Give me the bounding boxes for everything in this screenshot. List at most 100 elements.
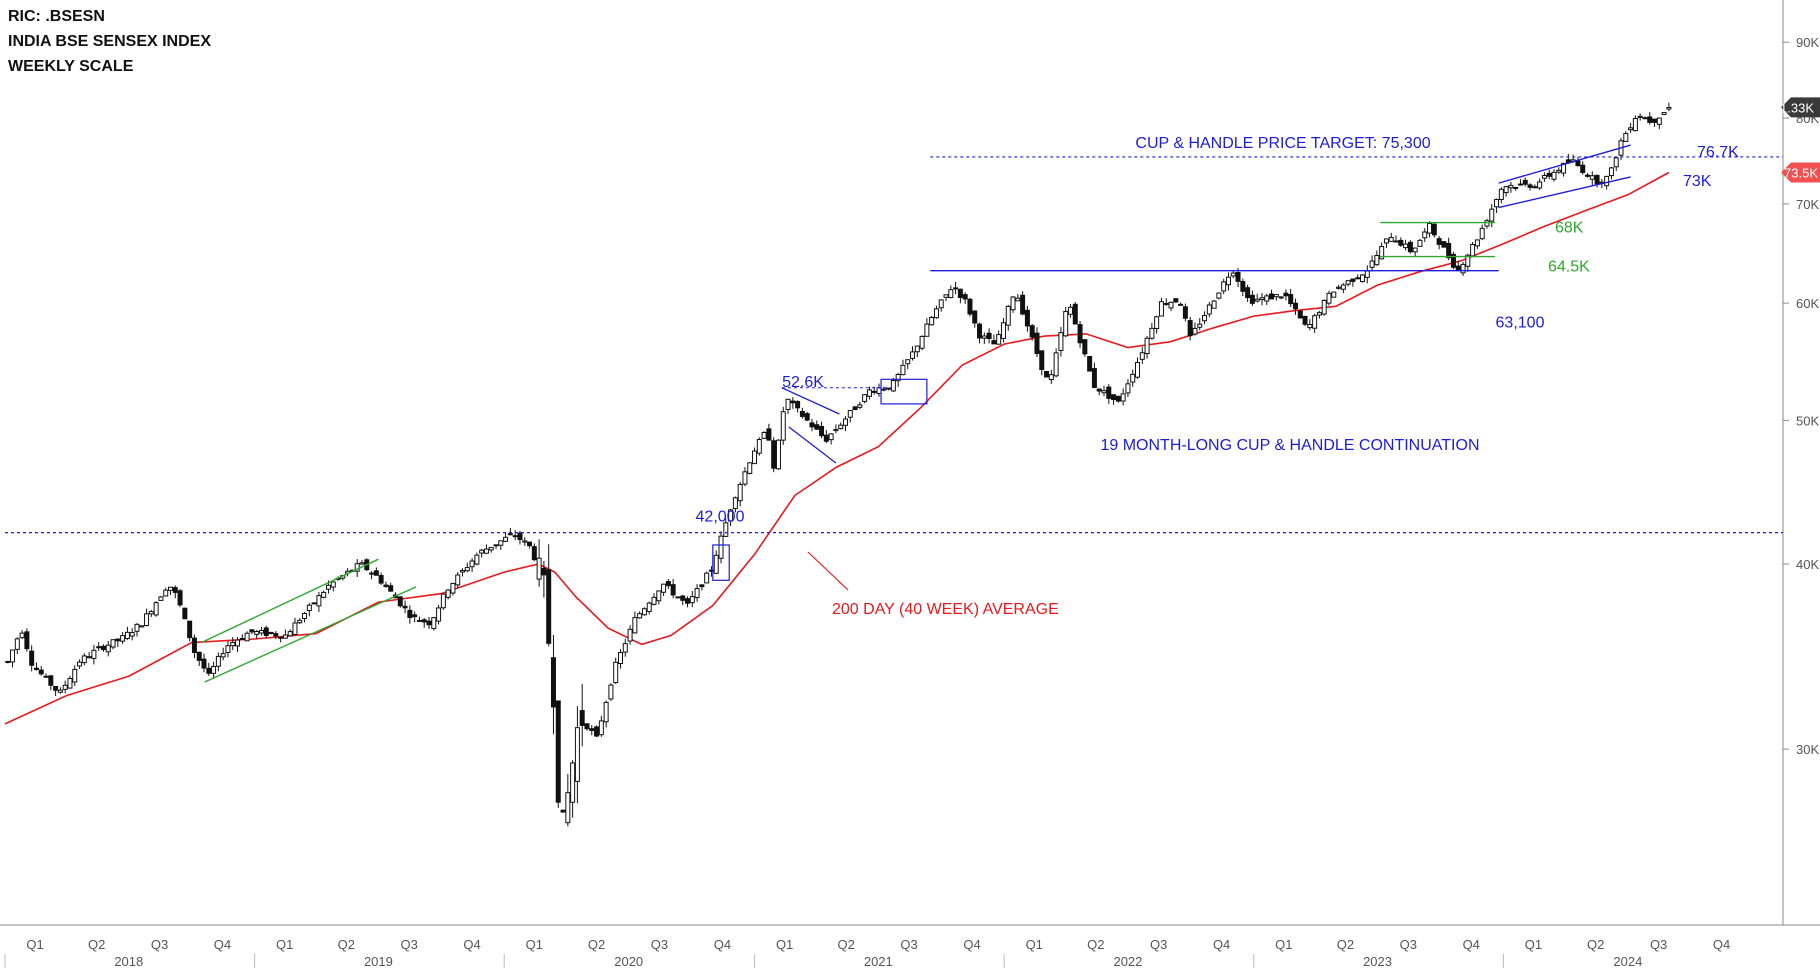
candle bbox=[120, 631, 126, 645]
candle bbox=[388, 582, 394, 592]
candle-body bbox=[67, 677, 73, 689]
candle bbox=[967, 297, 973, 317]
candle-body bbox=[838, 424, 844, 430]
candle-body bbox=[694, 588, 700, 598]
candle bbox=[436, 604, 442, 625]
candle-body bbox=[823, 434, 829, 442]
candle bbox=[1355, 274, 1361, 280]
candle-body bbox=[1455, 265, 1461, 271]
candle bbox=[354, 559, 360, 577]
candle bbox=[584, 723, 590, 731]
candle-body bbox=[91, 649, 97, 659]
candle bbox=[67, 675, 73, 689]
candle-body bbox=[1072, 303, 1078, 325]
candle bbox=[239, 634, 245, 640]
candle-body bbox=[230, 641, 236, 647]
index-name: INDIA BSE SENSEX INDEX bbox=[8, 33, 212, 50]
candle bbox=[1470, 241, 1476, 258]
candle bbox=[852, 406, 858, 411]
candle bbox=[359, 560, 365, 565]
candle bbox=[527, 541, 533, 549]
candle-body bbox=[723, 522, 729, 537]
x-quarter-label: Q1 bbox=[276, 937, 293, 952]
candle-body bbox=[536, 557, 542, 580]
candle-body bbox=[239, 637, 245, 640]
candle-body bbox=[1020, 294, 1026, 315]
candle-body bbox=[1005, 305, 1011, 326]
candle-body bbox=[804, 413, 810, 421]
candle-body bbox=[1575, 160, 1581, 167]
x-quarter-label: Q2 bbox=[88, 937, 105, 952]
candle-body bbox=[330, 581, 336, 588]
x-quarter-label: Q1 bbox=[1275, 937, 1292, 952]
candle bbox=[637, 611, 643, 619]
candle-body bbox=[1666, 107, 1672, 110]
candle bbox=[1015, 293, 1021, 302]
candle bbox=[302, 612, 308, 623]
candle-body bbox=[48, 675, 54, 686]
candle-body bbox=[1058, 332, 1064, 351]
candle-body bbox=[1015, 297, 1021, 302]
ma-value-label: 73.5K bbox=[1784, 166, 1818, 181]
candle-body bbox=[412, 614, 418, 618]
candle bbox=[412, 611, 418, 623]
candle bbox=[991, 334, 997, 345]
candle-body bbox=[416, 619, 422, 622]
candle-body bbox=[685, 598, 691, 604]
candle-body bbox=[249, 629, 255, 633]
candle bbox=[493, 544, 499, 549]
candle bbox=[766, 423, 772, 441]
candle bbox=[1551, 169, 1557, 182]
candle-body bbox=[1297, 310, 1303, 319]
candle bbox=[1403, 239, 1409, 251]
candle-body bbox=[62, 684, 68, 690]
candle bbox=[1369, 255, 1375, 272]
candle-body bbox=[1383, 238, 1389, 244]
candle-body bbox=[550, 657, 556, 708]
candle-body bbox=[1613, 157, 1619, 168]
candle bbox=[474, 552, 480, 566]
candle-body bbox=[373, 570, 379, 576]
candle bbox=[1455, 260, 1461, 272]
candle-body bbox=[713, 554, 719, 574]
candle bbox=[565, 774, 571, 827]
candle bbox=[220, 647, 226, 661]
candle bbox=[1427, 221, 1433, 238]
candle-body bbox=[201, 658, 207, 669]
candle bbox=[211, 661, 217, 680]
candle bbox=[1383, 238, 1389, 249]
candle bbox=[905, 359, 911, 370]
candle bbox=[924, 318, 930, 337]
candle bbox=[603, 700, 609, 728]
candle bbox=[33, 662, 39, 671]
candle bbox=[536, 539, 542, 587]
candle-body bbox=[258, 629, 264, 634]
candle-body bbox=[555, 700, 561, 803]
candle-body bbox=[641, 608, 647, 616]
candle bbox=[483, 544, 489, 554]
candle bbox=[1407, 240, 1413, 254]
candle-body bbox=[1594, 174, 1600, 185]
candle bbox=[531, 543, 537, 562]
candle-body bbox=[1484, 220, 1490, 227]
candle-body bbox=[1115, 395, 1121, 402]
candle bbox=[1259, 292, 1265, 306]
candle bbox=[110, 639, 116, 650]
candle-body bbox=[1580, 164, 1586, 174]
candle-body bbox=[177, 590, 183, 606]
candle bbox=[1489, 204, 1495, 228]
candle-body bbox=[431, 617, 437, 629]
candle-body bbox=[81, 655, 87, 664]
candle-body bbox=[1331, 291, 1337, 298]
candle-body bbox=[1522, 179, 1528, 185]
candle bbox=[1331, 291, 1337, 298]
candle bbox=[886, 387, 892, 391]
candle bbox=[708, 566, 714, 577]
candle bbox=[278, 636, 284, 643]
candle bbox=[1388, 232, 1394, 242]
candle bbox=[555, 700, 561, 808]
x-quarter-label: Q4 bbox=[963, 937, 980, 952]
candle-body bbox=[527, 541, 533, 547]
x-quarter-label: Q2 bbox=[1337, 937, 1354, 952]
